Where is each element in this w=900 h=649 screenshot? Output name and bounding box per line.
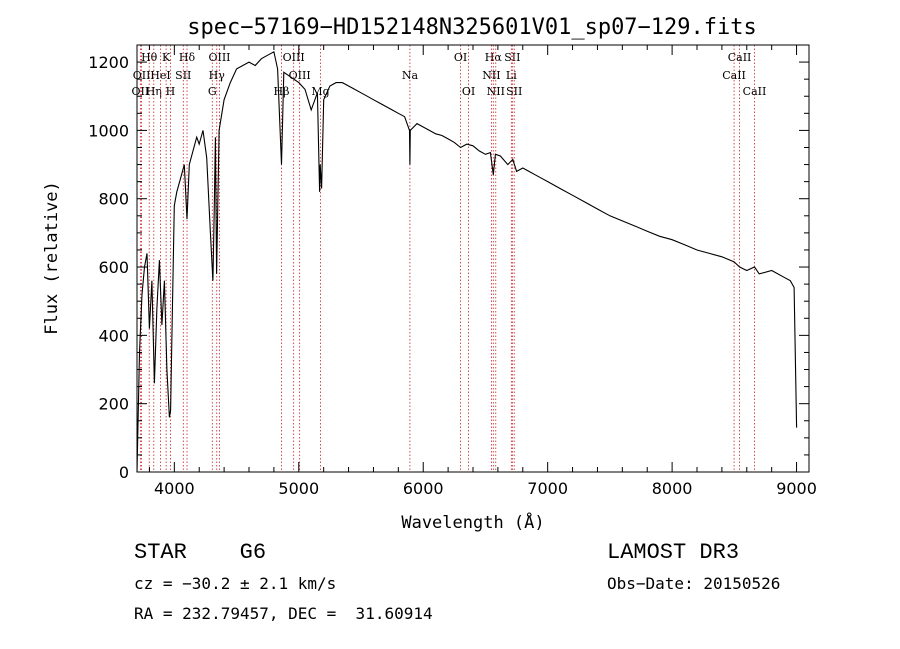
x-tick-label-8000: 8000 xyxy=(652,479,693,498)
line-label-25: CaII xyxy=(728,51,752,64)
line-label-24: SII xyxy=(506,85,522,98)
y-tick-label-1200: 1200 xyxy=(88,53,129,72)
x-tick-label-6000: 6000 xyxy=(403,479,444,498)
observation-date-label: Obs−Date: 20150526 xyxy=(607,574,781,593)
chart-title: spec−57169−HD152148N325601V01_sp07−129.f… xyxy=(187,15,757,40)
plot-frame xyxy=(136,44,810,473)
y-tick-label-200: 200 xyxy=(98,395,129,414)
y-tick-label-400: 400 xyxy=(98,326,129,345)
line-label-1: Hθ xyxy=(141,51,158,64)
line-label-27: CaII xyxy=(743,85,767,98)
line-label-23: Li xyxy=(506,69,517,82)
line-label-17: OI xyxy=(454,51,467,64)
line-label-12: Hβ xyxy=(274,85,290,98)
x-axis-label: Wavelength (Å) xyxy=(401,511,544,533)
line-label-13: OIII xyxy=(283,51,305,64)
line-label-21: NII xyxy=(487,85,505,98)
y-tick-label-1000: 1000 xyxy=(88,121,129,140)
classification-label: STAR G6 xyxy=(134,540,267,565)
redshift-label: cz = −30.2 ± 2.1 km/s xyxy=(134,574,337,593)
line-label-11: G xyxy=(208,85,217,98)
line-label-6: H xyxy=(166,85,176,98)
y-axis-label: Flux (relative) xyxy=(42,181,62,335)
line-label-9: OIII xyxy=(208,51,230,64)
line-label-26: CaII xyxy=(722,69,746,82)
x-tick-label-9000: 9000 xyxy=(776,479,817,498)
y-tick-label-600: 600 xyxy=(98,258,129,277)
axis-ticks: 4000 5000 6000 7000 8000 9000 0 200 400 600 800 100… xyxy=(88,45,817,498)
y-tick-label-800: 800 xyxy=(98,190,129,209)
line-label-2: OII xyxy=(133,69,151,82)
coordinates-label: RA = 232.79457, DEC = 31.60914 xyxy=(134,604,433,623)
line-label-8: Hδ xyxy=(179,51,196,64)
x-tick-label-7000: 7000 xyxy=(527,479,568,498)
line-label-7: SII xyxy=(175,69,191,82)
line-label-14: OIII xyxy=(289,69,311,82)
line-label-22: SII xyxy=(504,51,520,64)
line-label-4: HeI xyxy=(150,69,170,82)
survey-label: LAMOST DR3 xyxy=(607,540,740,565)
line-label-18: OI xyxy=(462,85,475,98)
line-label-19: Hα xyxy=(485,51,503,64)
spectrum-series-line xyxy=(136,50,798,473)
line-label-15: Mg xyxy=(311,85,329,98)
line-label-3: Hη xyxy=(146,85,162,98)
line-label-10: Hγ xyxy=(209,69,226,82)
line-label-20: NII xyxy=(482,69,500,82)
line-label-0: OII xyxy=(132,85,150,98)
y-tick-label-0: 0 xyxy=(119,463,129,482)
x-tick-label-5000: 5000 xyxy=(278,479,319,498)
line-label-5: K xyxy=(162,51,171,64)
x-tick-label-4000: 4000 xyxy=(154,479,195,498)
line-label-16: Na xyxy=(402,69,419,82)
